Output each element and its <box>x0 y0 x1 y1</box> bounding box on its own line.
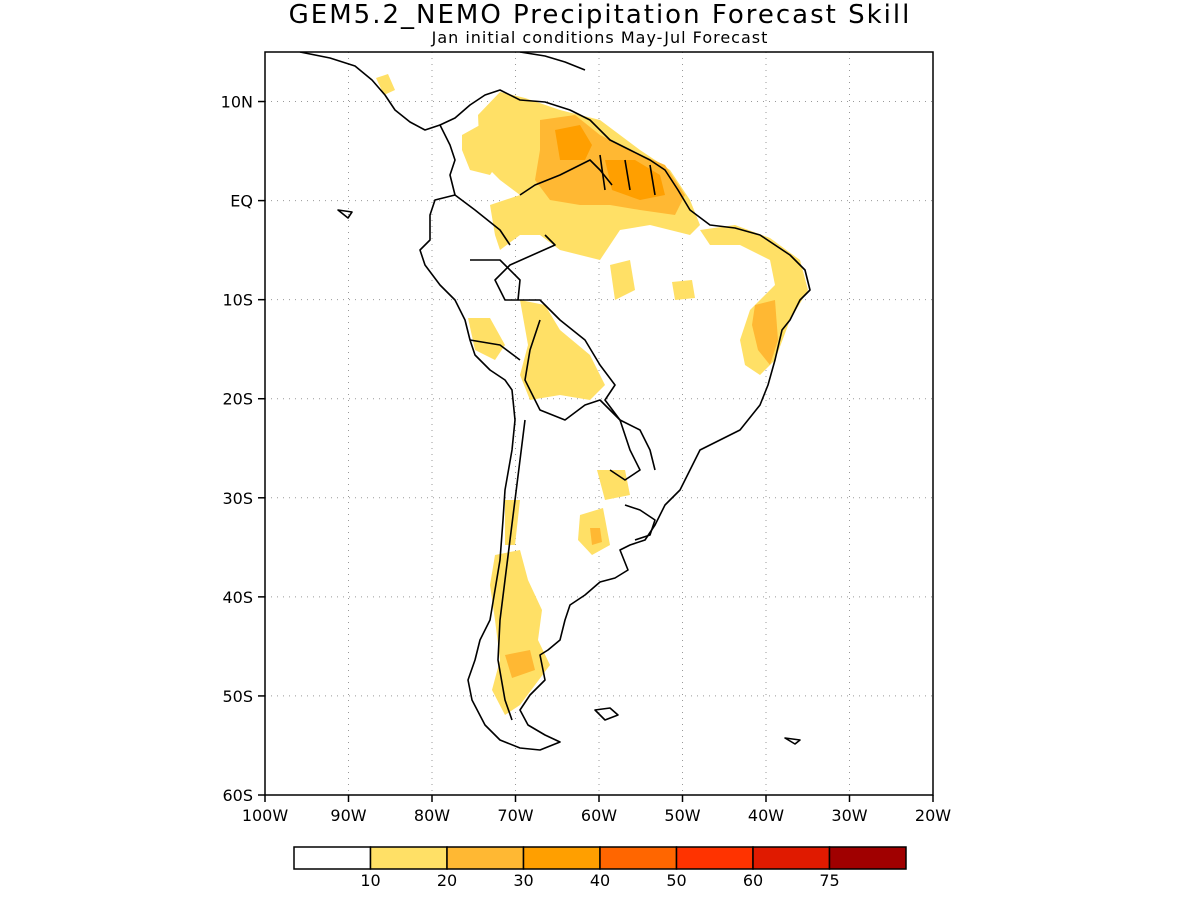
skill-region-guiana-core <box>555 125 592 160</box>
chile-argentina-border <box>497 419 526 721</box>
south-america-outline <box>419 89 811 751</box>
skill-region-chaco <box>597 470 630 500</box>
skill-shading <box>376 74 808 715</box>
skill-region-caribbean <box>508 98 525 112</box>
central-america-outline <box>299 52 441 131</box>
skill-region-central-america <box>376 74 395 95</box>
lat-tick-label: 30S <box>222 489 253 508</box>
colorbar-swatch <box>522 846 601 870</box>
south-georgia <box>784 737 801 745</box>
colorbar-swatch <box>369 846 448 870</box>
lat-tick-label: EQ <box>230 192 253 211</box>
skill-region-patagonia <box>490 550 550 715</box>
lon-tick-label: 80W <box>414 806 450 825</box>
uruguay-border <box>624 504 656 541</box>
colorbar-label: 50 <box>666 871 686 890</box>
skill-region-central-argentina-core <box>590 528 602 545</box>
colorbar-label: 10 <box>360 871 380 890</box>
lat-tick-label: 50S <box>222 687 253 706</box>
chart-title: GEM5.2_NEMO Precipitation Forecast Skill <box>288 0 912 30</box>
galapagos <box>337 209 353 219</box>
lat-tick-label: 10N <box>221 93 253 112</box>
colorbar-swatch <box>828 846 907 870</box>
lat-tick-label: 10S <box>222 291 253 310</box>
guiana-borders <box>599 154 656 196</box>
lon-tick-label: 20W <box>915 806 951 825</box>
colorbar-label: 30 <box>513 871 533 890</box>
bolivia-paraguay-border <box>524 319 641 481</box>
lon-tick-label: 60W <box>581 806 617 825</box>
skill-region-central-brazil <box>610 260 635 300</box>
colorbar-swatch <box>446 846 525 870</box>
colorbar-swatch <box>752 846 831 870</box>
colorbar-swatch <box>293 846 372 870</box>
chart-subtitle: Jan initial conditions May-Jul Forecast <box>431 28 769 47</box>
skill-region-guiana-core-2 <box>605 160 665 200</box>
skill-region-colombia <box>462 125 500 175</box>
colorbar-label: 60 <box>743 871 763 890</box>
skill-region-bahia <box>752 300 778 365</box>
lon-tick-label: 50W <box>664 806 700 825</box>
andean-borders <box>454 194 521 361</box>
falklands <box>594 707 619 721</box>
lon-tick-label: 90W <box>330 806 366 825</box>
lat-tick-label: 40S <box>222 588 253 607</box>
cuba-outline <box>519 52 586 71</box>
colorbar-swatch <box>675 846 754 870</box>
skill-region-central-brazil-2 <box>672 280 695 300</box>
skill-region-patagonia-core <box>505 650 535 678</box>
skill-region-peru-bolivia <box>520 300 605 400</box>
colorbar-label: 40 <box>590 871 610 890</box>
map-layers <box>299 52 811 751</box>
colorbar-label: 75 <box>819 871 839 890</box>
lon-tick-label: 30W <box>831 806 867 825</box>
coastlines <box>299 52 811 751</box>
colorbar-swatch <box>599 846 678 870</box>
colorbar-label: 20 <box>437 871 457 890</box>
lon-tick-label: 100W <box>242 806 289 825</box>
skill-region-northeast-brazil <box>700 225 808 375</box>
lon-tick-label: 40W <box>748 806 784 825</box>
skill-region-peru-coast <box>468 318 505 360</box>
lat-tick-label: 60S <box>222 786 253 805</box>
lat-tick-label: 20S <box>222 390 253 409</box>
lon-tick-label: 70W <box>497 806 533 825</box>
colorbar: 10 20 30 40 50 60 75 <box>293 846 907 890</box>
